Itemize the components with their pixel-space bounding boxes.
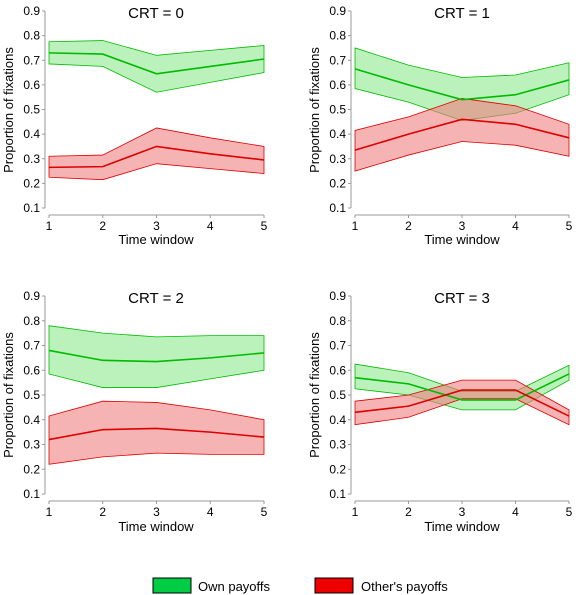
panel-crt-1: CRT = 1 Proportion of fixations Time win… [307,4,573,247]
y-tick-label: 0.8 [23,29,40,43]
x-tick-label: 4 [512,219,519,233]
y-tick-label: 0.4 [329,127,346,141]
legend-label-other: Other's payoffs [361,579,448,594]
series-band-other [48,127,265,181]
y-tick-label: 0.6 [23,78,40,92]
x-axis-label: Time window [118,232,194,247]
y-tick-label: 0.4 [23,413,40,427]
y-tick-label: 0.9 [329,4,346,18]
x-axis-label: Time window [424,232,500,247]
x-tick-label: 2 [99,505,106,519]
series-line-own [354,373,570,401]
legend: Own payoffs Other's payoffs [152,577,448,594]
y-tick-label: 0.2 [23,176,40,190]
y-axis-label: Proportion of fixations [1,332,16,458]
y-tick-label: 0.5 [23,388,40,402]
y-tick-label: 0.2 [329,176,346,190]
y-tick-label: 0.1 [329,201,346,215]
y-tick-label: 0.2 [329,462,346,476]
series-band-other [354,98,570,172]
y-tick-label: 0.6 [329,363,346,377]
panel-title: CRT = 2 [128,290,184,307]
series-band-own [354,47,570,121]
panel-crt-3: CRT = 3 Proportion of fixations Time win… [307,289,573,534]
plot-area: 0.1 0.2 0.3 0.4 0.5 0.6 0.7 0.8 0.9 1 2 3 4 5 [23,4,267,233]
series-line-other [48,427,265,441]
x-tick-label: 2 [405,505,412,519]
panel-title: CRT = 1 [434,5,490,22]
y-tick-label: 0.3 [23,438,40,452]
y-tick-label: 0.9 [329,289,346,303]
y-tick-label: 0.4 [329,413,346,427]
y-axis-label: Proportion of fixations [1,47,16,173]
panel-title: CRT = 3 [434,290,490,307]
plot-area: 0.1 0.2 0.3 0.4 0.5 0.6 0.7 0.8 0.9 1 2 3 4 5 [23,289,267,519]
legend-swatch-other [314,577,354,594]
y-tick-label: 0.7 [329,339,346,353]
series-band-own [48,325,265,388]
plot-area: 0.1 0.2 0.3 0.4 0.5 0.6 0.7 0.8 0.9 1 2 3 4 5 [329,4,572,233]
y-tick-label: 0.1 [23,201,40,215]
y-tick-label: 0.1 [23,487,40,501]
y-tick-label: 0.3 [329,152,346,166]
x-tick-label: 5 [261,505,268,519]
x-tick-label: 1 [352,219,359,233]
y-tick-label: 0.3 [23,152,40,166]
x-tick-label: 2 [405,219,412,233]
series-line-own [48,52,265,75]
y-axis-label: Proportion of fixations [307,332,322,458]
x-tick-label: 4 [207,219,214,233]
y-tick-label: 0.6 [329,78,346,92]
x-tick-label: 4 [512,505,519,519]
y-tick-label: 0.5 [329,103,346,117]
series-band-other [354,379,570,426]
x-tick-label: 1 [46,505,53,519]
x-tick-label: 5 [261,219,268,233]
panel-title: CRT = 0 [128,5,184,22]
series-line-other [354,118,570,151]
series-line-other [354,389,570,417]
plot-area: 0.1 0.2 0.3 0.4 0.5 0.6 0.7 0.8 0.9 1 2 3 4 5 [329,289,572,519]
y-tick-label: 0.4 [23,127,40,141]
series-band-other [48,400,265,465]
x-tick-label: 3 [459,219,466,233]
series-band-own [48,40,265,93]
series-line-own [354,68,570,101]
y-tick-label: 0.7 [23,339,40,353]
x-tick-label: 4 [207,505,214,519]
y-tick-label: 0.8 [23,314,40,328]
y-tick-label: 0.7 [23,53,40,67]
y-tick-label: 0.8 [329,29,346,43]
y-tick-label: 0.2 [23,462,40,476]
legend-swatch-own [152,577,192,594]
x-tick-label: 5 [566,505,573,519]
y-tick-label: 0.6 [23,363,40,377]
legend-label-own: Own payoffs [198,579,271,594]
y-tick-label: 0.8 [329,314,346,328]
y-tick-label: 0.7 [329,53,346,67]
y-axis-label: Proportion of fixations [307,47,322,173]
y-tick-label: 0.5 [23,103,40,117]
y-tick-label: 0.3 [329,438,346,452]
y-tick-label: 0.9 [23,4,40,18]
x-tick-label: 5 [566,219,573,233]
y-tick-label: 0.5 [329,388,346,402]
x-tick-label: 1 [46,219,53,233]
y-tick-label: 0.9 [23,289,40,303]
panel-crt-2: CRT = 2 Proportion of fixations Time win… [1,289,268,534]
y-tick-label: 0.1 [329,487,346,501]
x-tick-label: 1 [352,505,359,519]
x-tick-label: 3 [153,505,160,519]
series-line-own [48,349,265,363]
x-tick-label: 3 [459,505,466,519]
panel-crt-0: CRT = 0 Proportion of fixations Time win… [1,4,268,247]
series-line-other [48,145,265,169]
x-axis-label: Time window [118,519,194,534]
x-tick-label: 2 [99,219,106,233]
x-tick-label: 3 [153,219,160,233]
x-axis-label: Time window [424,519,500,534]
